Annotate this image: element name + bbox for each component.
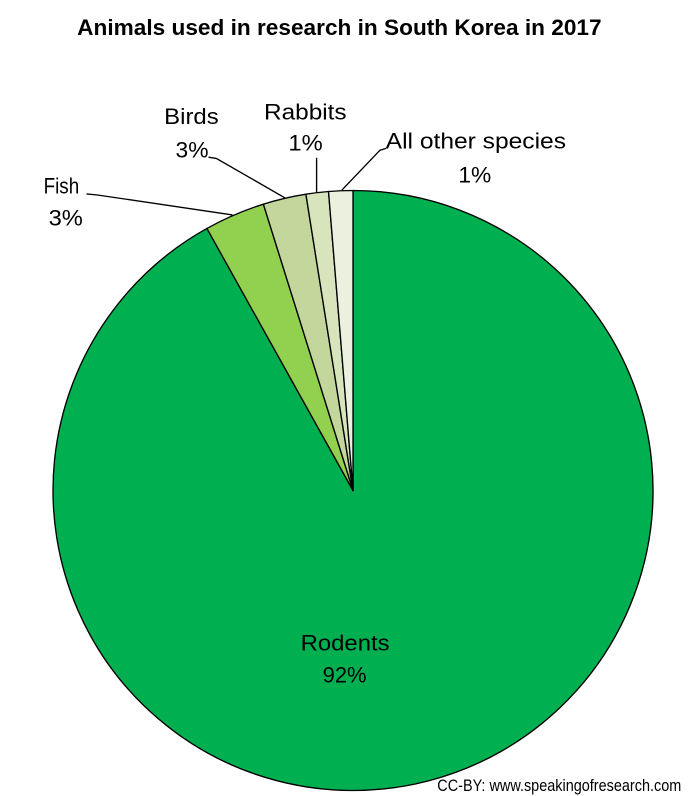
svg-text:Birds: Birds — [164, 104, 219, 129]
svg-text:All other species: All other species — [386, 128, 566, 153]
svg-text:3%: 3% — [176, 137, 209, 162]
svg-text:Animals used in research in So: Animals used in research in South Korea … — [77, 15, 601, 40]
svg-text:Rabbits: Rabbits — [264, 100, 347, 125]
svg-text:1%: 1% — [458, 162, 491, 187]
svg-text:Fish: Fish — [44, 174, 80, 199]
svg-text:92%: 92% — [323, 662, 367, 687]
svg-text:3%: 3% — [49, 205, 83, 230]
svg-text:CC-BY: www.speakingofresearch.: CC-BY: www.speakingofresearch.com — [437, 777, 681, 795]
svg-text:1%: 1% — [288, 131, 322, 156]
svg-text:Rodents: Rodents — [301, 630, 390, 655]
